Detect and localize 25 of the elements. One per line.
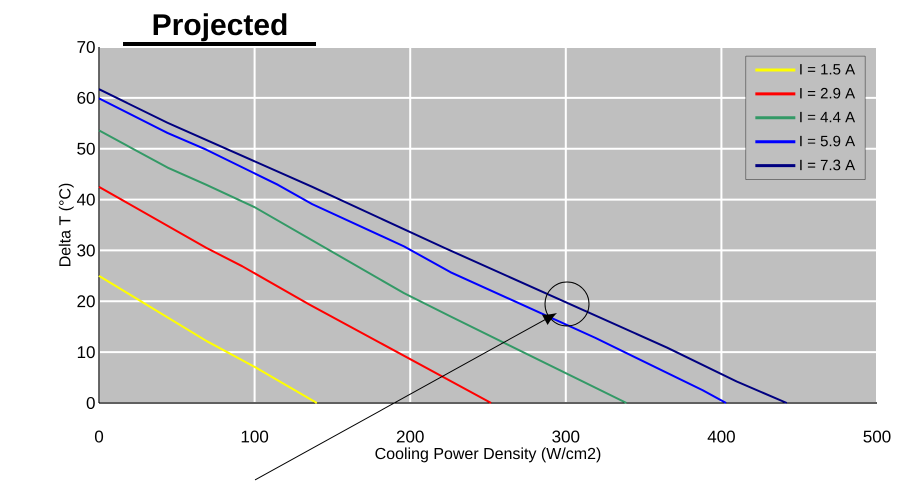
y-axis-title: Delta T (°C) xyxy=(58,184,74,266)
line-series xyxy=(98,274,318,404)
y-tick-label: 30 xyxy=(77,244,95,256)
chart-title: Projected xyxy=(154,13,286,42)
line-series xyxy=(98,186,492,404)
x-tick-label: 400 xyxy=(708,430,735,443)
x-tick-label: 200 xyxy=(396,430,424,443)
y-tick-label: 60 xyxy=(77,92,95,104)
legend-label: I = 1.5 A xyxy=(800,64,856,75)
legend-label: I = 4.4 A xyxy=(800,112,856,122)
y-tick-label: 20 xyxy=(77,295,95,308)
x-tick-label: 0 xyxy=(94,430,104,443)
x-tick-label: 500 xyxy=(863,430,891,443)
y-tick-label: 50 xyxy=(77,142,95,155)
y-tick-label: 0 xyxy=(86,396,95,410)
legend-label: I = 7.3 A xyxy=(800,160,856,170)
y-tick-label: 40 xyxy=(76,194,95,206)
y-tick-label: 70 xyxy=(77,40,95,54)
x-tick-label: 300 xyxy=(552,430,580,443)
y-tick-label: 10 xyxy=(78,346,95,358)
x-axis-title: Cooling Power Density (W/cm2) xyxy=(375,447,600,462)
line-series xyxy=(98,129,628,404)
legend-label: I = 2.9 A xyxy=(800,88,856,99)
x-tick-label: 100 xyxy=(242,430,268,443)
legend-label: I = 5.9 A xyxy=(800,136,856,146)
